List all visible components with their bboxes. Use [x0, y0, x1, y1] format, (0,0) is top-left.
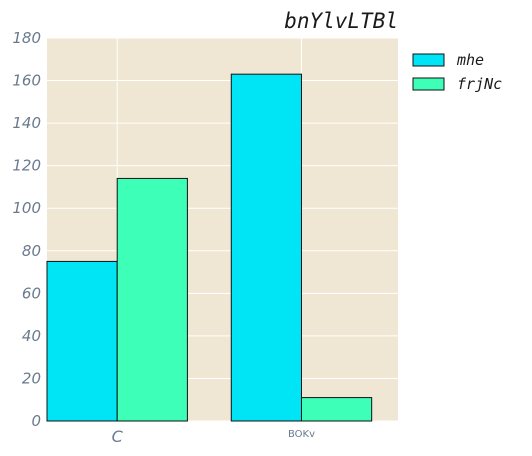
y-tick-label: 80	[22, 242, 41, 260]
y-tick-label: 180	[12, 29, 41, 47]
legend: mhe frjNc	[412, 51, 502, 93]
y-tick-label: 120	[12, 157, 41, 175]
legend-label-frjNc: frjNc	[457, 75, 502, 93]
legend-label-mhe: mhe	[456, 51, 484, 69]
chart-title: bnYlvLTBl	[284, 9, 398, 33]
legend-swatch-frjNc	[412, 77, 445, 91]
bar-frjNc-BOKv	[300, 397, 373, 422]
x-tick-label: BOKv	[288, 429, 315, 440]
y-tick-label: 20	[22, 369, 41, 387]
y-tick-label: 0	[31, 412, 41, 430]
y-tick-label: 100	[12, 199, 41, 217]
x-tick-label: C	[112, 427, 124, 446]
legend-swatch-mhe	[412, 53, 445, 67]
bar-mhe-C	[46, 260, 118, 422]
y-tick-label: 40	[22, 327, 41, 345]
x-axis-ticks: C BOKv	[112, 427, 315, 446]
y-tick-label: 160	[12, 72, 41, 90]
bar-mhe-BOKv	[230, 73, 302, 422]
bars	[46, 73, 373, 422]
y-tick-label: 60	[22, 284, 41, 302]
bar-frjNc-C	[116, 177, 188, 422]
y-axis-ticks: 0 20 40 60 80 100 120 140 160 180	[12, 29, 41, 430]
y-tick-label: 140	[12, 114, 41, 132]
